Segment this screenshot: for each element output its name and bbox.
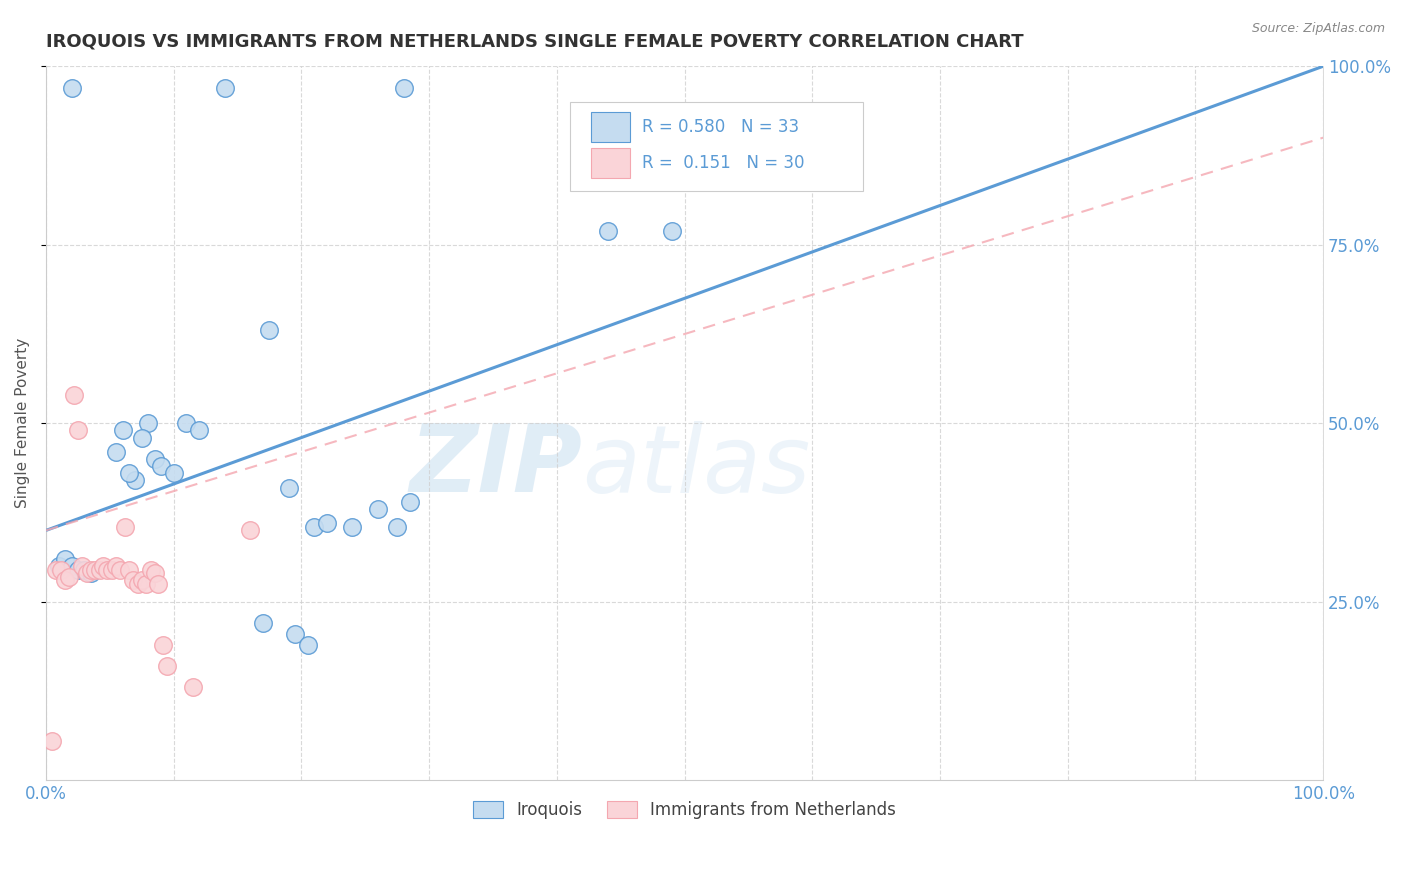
Point [214, 80, 236, 95]
Text: R =  0.151   N = 30: R = 0.151 N = 30 [643, 153, 804, 171]
Point [51, 563, 73, 577]
Point [53, 574, 76, 588]
FancyBboxPatch shape [592, 148, 630, 178]
Point [367, 502, 389, 516]
Point [79, 563, 101, 577]
FancyBboxPatch shape [592, 112, 630, 142]
Point [127, 577, 149, 591]
Point [176, 417, 198, 431]
Text: R = 0.580   N = 33: R = 0.580 N = 33 [643, 118, 800, 136]
Point [188, 424, 211, 438]
Point [89, 563, 111, 577]
Point [63, 388, 86, 402]
Point [284, 627, 307, 641]
Text: atlas: atlas [582, 421, 811, 512]
Point [118, 467, 141, 481]
Point [73, 563, 96, 577]
Point [139, 563, 162, 577]
Point [148, 577, 170, 591]
Point [111, 424, 134, 438]
Point [392, 80, 415, 95]
Text: ZIP: ZIP [409, 420, 582, 512]
Point [41, 734, 63, 748]
Point [661, 223, 683, 237]
Point [60, 559, 83, 574]
Point [101, 563, 124, 577]
Point [596, 223, 619, 237]
Point [70, 559, 93, 574]
Point [136, 417, 159, 431]
Text: IROQUOIS VS IMMIGRANTS FROM NETHERLANDS SINGLE FEMALE POVERTY CORRELATION CHART: IROQUOIS VS IMMIGRANTS FROM NETHERLANDS … [46, 33, 1024, 51]
Y-axis label: Single Female Poverty: Single Female Poverty [15, 338, 30, 508]
Point [118, 563, 141, 577]
Point [342, 520, 364, 534]
Point [66, 563, 89, 577]
Point [114, 520, 136, 534]
Point [259, 323, 281, 337]
Point [105, 559, 128, 574]
Point [48, 559, 70, 574]
Point [156, 659, 179, 673]
Point [149, 459, 172, 474]
Point [105, 445, 128, 459]
Point [143, 566, 166, 581]
Point [76, 566, 98, 581]
Point [108, 563, 131, 577]
Point [302, 520, 325, 534]
Point [83, 563, 105, 577]
Point [96, 563, 118, 577]
Point [239, 524, 262, 538]
Point [385, 520, 408, 534]
Point [252, 616, 274, 631]
Point [121, 574, 143, 588]
Point [131, 431, 153, 445]
Text: Source: ZipAtlas.com: Source: ZipAtlas.com [1251, 22, 1385, 36]
Point [45, 563, 67, 577]
Point [93, 559, 115, 574]
Point [66, 424, 89, 438]
Point [152, 638, 174, 652]
Point [143, 452, 166, 467]
Point [124, 474, 146, 488]
Point [277, 481, 299, 495]
Point [53, 552, 76, 566]
Point [399, 495, 422, 509]
Point [135, 577, 157, 591]
Legend: Iroquois, Immigrants from Netherlands: Iroquois, Immigrants from Netherlands [467, 794, 903, 825]
Point [181, 681, 204, 695]
Point [297, 638, 319, 652]
FancyBboxPatch shape [569, 102, 863, 191]
Point [60, 80, 83, 95]
Point [79, 566, 101, 581]
Point [131, 574, 153, 588]
Point [316, 516, 339, 531]
Point [58, 570, 80, 584]
Point [163, 467, 186, 481]
